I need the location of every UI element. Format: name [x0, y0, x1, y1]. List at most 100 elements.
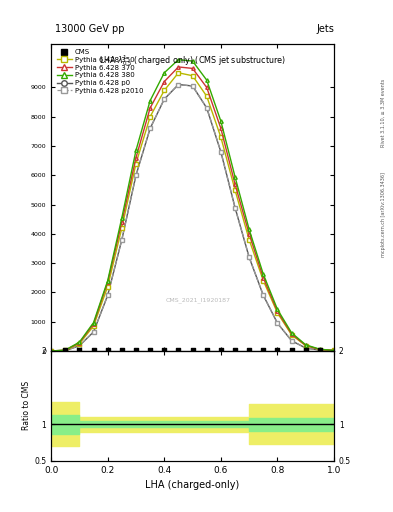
Pythia 6.428 380 [303, 342, 308, 348]
Pythia 6.428 380 [261, 271, 266, 278]
Pythia 6.428 p2010 [91, 329, 96, 335]
Pythia 6.428 370 [162, 78, 167, 84]
Pythia 6.428 370 [219, 125, 223, 132]
Pythia 6.428 350 [204, 93, 209, 99]
Pythia 6.428 p2010 [303, 345, 308, 351]
Point [317, 346, 323, 354]
Y-axis label: Ratio to CMS: Ratio to CMS [22, 381, 31, 431]
Pythia 6.428 380 [204, 77, 209, 83]
Pythia 6.428 350 [105, 284, 110, 290]
Pythia 6.428 p2010 [275, 320, 280, 326]
Pythia 6.428 p2010 [49, 348, 53, 354]
Pythia 6.428 p2010 [247, 254, 252, 261]
Pythia 6.428 380 [49, 348, 53, 354]
Pythia 6.428 p2010 [261, 292, 266, 298]
Pythia 6.428 p2010 [332, 348, 336, 354]
Pythia 6.428 p0 [318, 347, 322, 353]
Pythia 6.428 350 [289, 332, 294, 338]
Point [204, 346, 210, 354]
Point [62, 346, 68, 354]
Point [274, 346, 281, 354]
Pythia 6.428 380 [332, 347, 336, 353]
Pythia 6.428 350 [261, 278, 266, 284]
Pythia 6.428 p0 [91, 329, 96, 335]
Pythia 6.428 370 [289, 331, 294, 337]
Pythia 6.428 350 [303, 343, 308, 349]
Line: Pythia 6.428 350: Pythia 6.428 350 [50, 71, 336, 353]
Pythia 6.428 350 [332, 347, 336, 353]
Pythia 6.428 350 [275, 310, 280, 316]
Pythia 6.428 370 [261, 275, 266, 281]
Pythia 6.428 p2010 [176, 81, 181, 88]
Point [76, 346, 83, 354]
Pythia 6.428 350 [233, 187, 237, 193]
Pythia 6.428 380 [219, 118, 223, 124]
Pythia 6.428 350 [318, 347, 322, 353]
Pythia 6.428 p0 [162, 96, 167, 102]
Pythia 6.428 p0 [219, 149, 223, 155]
X-axis label: LHA (charged-only): LHA (charged-only) [145, 480, 240, 490]
Pythia 6.428 380 [148, 98, 152, 104]
Pythia 6.428 p2010 [63, 348, 68, 354]
Pythia 6.428 370 [275, 308, 280, 314]
Text: Jets: Jets [316, 24, 334, 34]
Pythia 6.428 380 [233, 174, 237, 180]
Pythia 6.428 p0 [275, 320, 280, 326]
Pythia 6.428 380 [247, 226, 252, 232]
Point [232, 346, 238, 354]
Pythia 6.428 p2010 [318, 347, 322, 353]
Pythia 6.428 370 [303, 343, 308, 349]
Pythia 6.428 370 [190, 66, 195, 72]
Point [133, 346, 139, 354]
Legend: CMS, Pythia 6.428 350, Pythia 6.428 370, Pythia 6.428 380, Pythia 6.428 p0, Pyth: CMS, Pythia 6.428 350, Pythia 6.428 370,… [55, 47, 145, 96]
Point [218, 346, 224, 354]
Pythia 6.428 p2010 [233, 204, 237, 210]
Point [161, 346, 167, 354]
Pythia 6.428 350 [190, 73, 195, 79]
Pythia 6.428 380 [134, 147, 138, 154]
Point [90, 346, 97, 354]
Pythia 6.428 p2010 [134, 172, 138, 178]
Pythia 6.428 380 [77, 339, 82, 345]
Text: mcplots.cern.ch [arXiv:1306.3436]: mcplots.cern.ch [arXiv:1306.3436] [381, 173, 386, 258]
Pythia 6.428 p0 [119, 237, 124, 243]
Text: LHA $\lambda^{1}_{0.5}$ (charged only) (CMS jet substructure): LHA $\lambda^{1}_{0.5}$ (charged only) (… [99, 53, 286, 68]
Pythia 6.428 350 [162, 88, 167, 94]
Pythia 6.428 370 [233, 181, 237, 187]
Pythia 6.428 350 [91, 323, 96, 329]
Pythia 6.428 380 [91, 319, 96, 326]
Pythia 6.428 p0 [190, 83, 195, 89]
Pythia 6.428 p2010 [190, 83, 195, 89]
Pythia 6.428 370 [49, 348, 53, 354]
Line: Pythia 6.428 370: Pythia 6.428 370 [50, 65, 336, 353]
Pythia 6.428 p0 [49, 348, 53, 354]
Pythia 6.428 p0 [289, 338, 294, 344]
Point [288, 346, 295, 354]
Pythia 6.428 370 [332, 347, 336, 353]
Line: Pythia 6.428 p0: Pythia 6.428 p0 [50, 83, 336, 353]
Pythia 6.428 350 [219, 134, 223, 140]
Pythia 6.428 370 [63, 347, 68, 353]
Pythia 6.428 380 [190, 58, 195, 64]
Line: Pythia 6.428 p2010: Pythia 6.428 p2010 [50, 83, 336, 353]
Pythia 6.428 p2010 [77, 343, 82, 349]
Point [147, 346, 153, 354]
Pythia 6.428 p0 [63, 348, 68, 354]
Pythia 6.428 350 [77, 340, 82, 347]
Pythia 6.428 380 [105, 278, 110, 284]
Text: Rivet 3.1.10, ≥ 3.3M events: Rivet 3.1.10, ≥ 3.3M events [381, 78, 386, 147]
Pythia 6.428 370 [119, 219, 124, 225]
Point [119, 346, 125, 354]
Pythia 6.428 370 [318, 347, 322, 353]
Point [105, 346, 111, 354]
Pythia 6.428 380 [176, 56, 181, 62]
Pythia 6.428 p2010 [105, 292, 110, 298]
Pythia 6.428 380 [63, 347, 68, 353]
Pythia 6.428 p0 [233, 204, 237, 210]
Pythia 6.428 p2010 [219, 149, 223, 155]
Pythia 6.428 370 [176, 64, 181, 70]
Point [175, 346, 182, 354]
Pythia 6.428 350 [134, 160, 138, 166]
Pythia 6.428 370 [105, 279, 110, 285]
Pythia 6.428 380 [275, 306, 280, 312]
